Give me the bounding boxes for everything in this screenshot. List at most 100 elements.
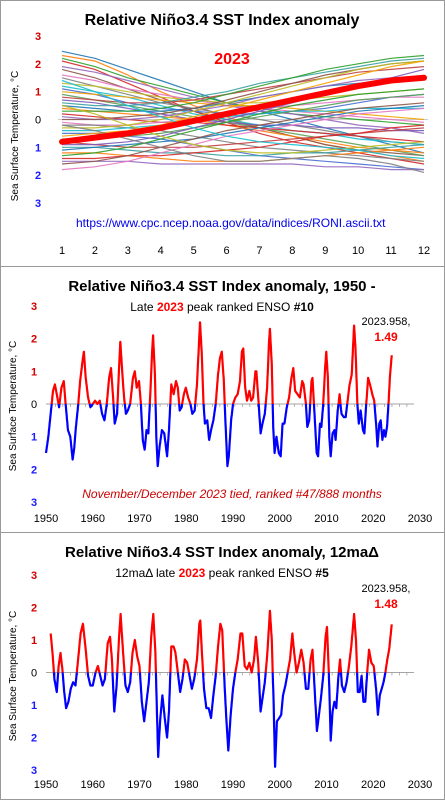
positive-segment — [104, 635, 114, 673]
year-series-line — [61, 57, 425, 107]
negative-segment — [202, 671, 218, 720]
negative-segment — [223, 403, 235, 468]
year-series-line — [61, 91, 425, 121]
negative-segment — [123, 672, 132, 694]
negative-segment — [57, 403, 61, 409]
x-tick-label: 8 — [289, 245, 295, 257]
x-tick-label: 1960 — [81, 513, 105, 525]
positive-segment — [322, 625, 330, 673]
positive-segment — [57, 651, 64, 673]
positive-segment — [366, 648, 376, 673]
panel-1950-timeseries: Relative Niño3.4 SST Index anomaly, 1950… — [0, 266, 445, 534]
year-label: 2023 — [214, 51, 250, 68]
negative-segment — [373, 671, 387, 716]
year-series-line — [62, 144, 425, 157]
positive-segment — [49, 633, 55, 673]
negative-segment — [99, 403, 108, 422]
positive-segment — [148, 612, 157, 673]
series-2023-line — [59, 74, 427, 145]
year-series-line — [61, 77, 424, 121]
x-tick-label: 1960 — [81, 779, 105, 791]
negative-segment — [154, 403, 172, 468]
negative-segment — [304, 403, 312, 428]
subtitle-prefix: 12maΔ late — [115, 566, 178, 580]
positive-segment — [77, 350, 91, 405]
chart-title: Relative Niño3.4 SST Index anomaly — [85, 12, 360, 29]
year-series-line — [61, 107, 425, 171]
negative-segment — [189, 403, 197, 415]
subtitle-year: 2023 — [179, 566, 206, 580]
x-tick-label: 6 — [223, 245, 229, 257]
year-series-line — [61, 88, 425, 115]
positive-segment — [105, 367, 115, 405]
x-tick-label: 1950 — [34, 513, 58, 525]
negative-segment — [61, 672, 78, 710]
y-tick-label: 3 — [31, 765, 37, 777]
y-tick-labels: 3 2 1 0 1 2 3 — [35, 31, 41, 210]
positive-segment — [309, 376, 316, 405]
year-series-line — [61, 74, 425, 123]
x-tick-label: 2030 — [408, 513, 432, 525]
negative-segment — [138, 672, 151, 723]
x-tick-label: 2000 — [268, 513, 292, 525]
callout-date: 2023.958, — [362, 316, 411, 328]
x-tick-label: 12 — [418, 245, 430, 257]
subtitle-text: peak ranked ENSO — [205, 566, 315, 580]
x-tick-labels: 1 2 3 4 5 6 7 8 9 10 11 12 — [59, 245, 430, 257]
year-series-line — [61, 88, 425, 157]
positive-segment — [346, 612, 359, 673]
x-tick-label: 1990 — [221, 513, 245, 525]
x-tick-label: 2020 — [361, 513, 385, 525]
positive-segment — [387, 355, 393, 405]
positive-segment — [129, 370, 142, 405]
y-tick-label: 1 — [31, 700, 37, 712]
negative-segment — [356, 403, 368, 435]
x-tick-label: 1950 — [34, 779, 58, 791]
y-tick-labels: 3 2 1 0 1 2 3 — [31, 570, 37, 777]
y-tick-label: 1 — [35, 142, 41, 154]
negative-segment — [356, 672, 369, 703]
y-tick-label: 2 — [31, 603, 37, 615]
year-series-line — [61, 105, 425, 151]
negative-segment — [271, 403, 289, 458]
positive-segment — [116, 612, 126, 673]
series-2023 — [59, 74, 427, 145]
source-url[interactable]: https://www.cpc.ncep.noaa.gov/data/indic… — [76, 216, 386, 230]
year-series-line — [62, 54, 425, 112]
chart-title: Relative Niño3.4 SST Index anomaly, 12ma… — [65, 544, 379, 561]
negative-segment — [52, 672, 60, 694]
x-tick-label: 2010 — [314, 779, 338, 791]
x-tick-label: 2030 — [408, 779, 432, 791]
year-series-line — [62, 60, 425, 129]
positive-segment — [75, 622, 89, 673]
callout-value: 1.48 — [374, 597, 398, 611]
negative-segment — [154, 672, 172, 759]
positive-segment — [169, 380, 181, 405]
positive-segment — [346, 324, 359, 405]
positive-segment — [286, 367, 307, 405]
y-tick-label: 2 — [35, 59, 41, 71]
negative-segment — [64, 403, 80, 461]
year-series-line — [61, 124, 425, 173]
negative-segment — [257, 403, 267, 435]
panel-12ma-delta: Relative Niño3.4 SST Index anomaly, 12ma… — [0, 532, 445, 800]
y-tick-label: 1 — [31, 635, 37, 647]
subtitle-prefix: Late — [130, 300, 157, 314]
positive-segment — [116, 340, 126, 405]
positive-segment — [337, 393, 342, 405]
chart-subtitle: 12maΔ late 2023 peak ranked ENSO #5 — [115, 566, 329, 580]
negative-segment — [187, 672, 197, 690]
y-tick-label: 3 — [35, 31, 41, 43]
positive-segment — [194, 619, 205, 673]
positive-segment — [182, 658, 190, 673]
positive-segment — [308, 648, 315, 673]
y-axis-label: Sea Surface Temperature, °C — [8, 611, 19, 742]
negative-segment — [86, 672, 97, 687]
positive-segment — [214, 350, 226, 405]
negative-segment — [139, 403, 151, 451]
year-series-line — [61, 93, 425, 157]
x-tick-labels: 1950 1960 1970 1980 1990 2000 2010 2020 2030 — [34, 779, 432, 791]
negative-segment — [312, 403, 325, 458]
negative-segment — [112, 403, 119, 425]
x-tick-label: 1980 — [174, 779, 198, 791]
